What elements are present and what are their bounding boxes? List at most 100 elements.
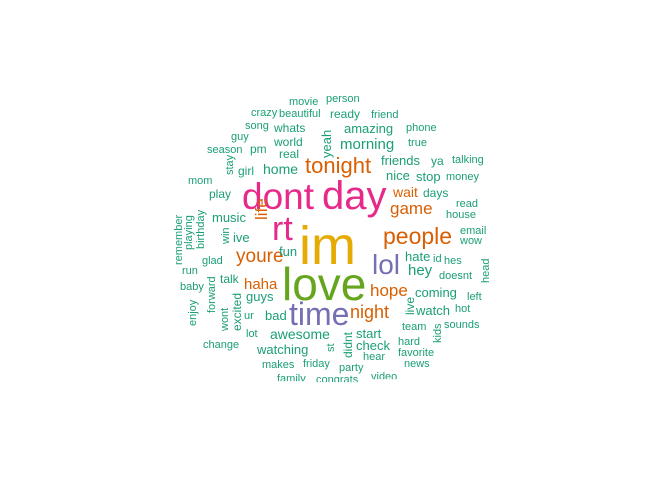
word-money: money bbox=[446, 171, 480, 183]
word-real: real bbox=[279, 147, 300, 161]
word-ive: ive bbox=[233, 230, 250, 245]
word-hard: hard bbox=[398, 336, 421, 348]
word-talking: talking bbox=[452, 154, 484, 166]
word-hope: hope bbox=[370, 281, 408, 300]
word-run: run bbox=[182, 265, 198, 277]
word-song: song bbox=[245, 120, 269, 132]
word-movie: movie bbox=[289, 96, 319, 108]
word-season: season bbox=[207, 144, 243, 156]
word-hate: hate bbox=[405, 249, 431, 264]
word-time: time bbox=[289, 296, 350, 332]
word-didnt: didnt bbox=[341, 331, 355, 358]
word-ya: ya bbox=[431, 154, 444, 168]
word-coming: coming bbox=[415, 285, 457, 300]
word-people: people bbox=[383, 223, 453, 249]
word-kids: kids bbox=[432, 323, 444, 343]
word-life: life bbox=[252, 198, 271, 220]
word-start: start bbox=[356, 326, 382, 341]
word-left: left bbox=[467, 291, 482, 303]
word-pm: pm bbox=[250, 142, 267, 156]
word-nice: nice bbox=[386, 168, 410, 183]
word-house: house bbox=[446, 209, 476, 221]
word-enjoy: enjoy bbox=[187, 299, 199, 326]
word-doesnt: doesnt bbox=[439, 270, 473, 282]
word-true: true bbox=[408, 137, 427, 149]
word-game: game bbox=[390, 199, 433, 218]
word-birthday: birthday bbox=[195, 209, 207, 249]
word-day: day bbox=[322, 174, 387, 218]
word-crazy: crazy bbox=[251, 107, 278, 119]
word-sounds: sounds bbox=[444, 319, 480, 331]
word-favorite: favorite bbox=[398, 347, 435, 359]
word-team: team bbox=[402, 321, 427, 333]
word-read: read bbox=[456, 198, 479, 210]
word-days: days bbox=[423, 186, 449, 200]
word-friends: friends bbox=[381, 153, 421, 168]
word-makes: makes bbox=[262, 359, 295, 371]
word-ur: ur bbox=[244, 310, 254, 322]
word-girl: girl bbox=[238, 164, 255, 178]
word-yeah: yeah bbox=[319, 129, 334, 158]
word-youre: youre bbox=[236, 246, 284, 267]
word-mom: mom bbox=[188, 175, 213, 187]
word-hes: hes bbox=[444, 255, 462, 267]
word-watch: watch bbox=[416, 303, 450, 318]
word-im: im bbox=[299, 216, 356, 276]
word-love: love bbox=[282, 258, 367, 310]
word-head: head bbox=[480, 258, 492, 283]
word-forward: forward bbox=[206, 276, 218, 313]
word-haha: haha bbox=[244, 276, 278, 293]
word-party: party bbox=[339, 362, 364, 374]
word-guy: guy bbox=[231, 131, 249, 143]
word-whats: whats bbox=[274, 121, 306, 135]
word-baby: baby bbox=[180, 281, 204, 293]
word-video: video bbox=[371, 371, 398, 383]
word-email: email bbox=[460, 225, 487, 237]
word-morning: morning bbox=[340, 136, 395, 153]
word-beautiful: beautiful bbox=[279, 108, 321, 120]
word-hear: hear bbox=[363, 351, 386, 363]
word-lot: lot bbox=[246, 328, 258, 340]
word-bad: bad bbox=[265, 308, 287, 323]
word-night: night bbox=[350, 302, 390, 322]
word-home: home bbox=[263, 161, 299, 177]
word-awesome: awesome bbox=[270, 326, 330, 342]
word-tonight: tonight bbox=[305, 153, 372, 178]
word-live: live bbox=[403, 296, 417, 315]
word-hot: hot bbox=[455, 303, 471, 315]
word-watching: watching bbox=[257, 342, 309, 357]
word-family: family bbox=[277, 373, 306, 385]
word-world: world bbox=[274, 135, 303, 149]
word-check: check bbox=[356, 338, 390, 353]
word-id: id bbox=[433, 253, 442, 265]
word-lol: lol bbox=[372, 249, 401, 280]
word-person: person bbox=[326, 93, 360, 105]
word-stop: stop bbox=[416, 169, 441, 184]
word-wont: wont bbox=[219, 307, 231, 331]
word-excited: excited bbox=[230, 292, 244, 331]
word-wait: wait bbox=[393, 184, 418, 200]
word-talk: talk bbox=[220, 272, 239, 286]
word-change: change bbox=[203, 339, 240, 351]
word-dont: dont bbox=[242, 176, 315, 217]
word-play: play bbox=[209, 187, 232, 201]
word-ready: ready bbox=[330, 107, 361, 121]
word-hey: hey bbox=[408, 262, 433, 279]
word-playing: playing bbox=[183, 215, 195, 250]
word-fun: fun bbox=[279, 244, 298, 259]
word-music: music bbox=[212, 210, 246, 225]
word-glad: glad bbox=[202, 255, 223, 267]
word-st: st bbox=[325, 343, 337, 352]
word-friday: friday bbox=[303, 358, 330, 370]
word-stay: stay bbox=[224, 154, 236, 175]
word-phone: phone bbox=[406, 122, 437, 134]
word-win: win bbox=[220, 227, 232, 244]
word-friend: friend bbox=[371, 109, 399, 121]
word-amazing: amazing bbox=[344, 121, 394, 136]
word-congrats: congrats bbox=[316, 374, 359, 386]
word-wow: wow bbox=[460, 235, 483, 247]
word-news: news bbox=[404, 358, 430, 370]
word-rt: rt bbox=[272, 210, 293, 248]
word-guys: guys bbox=[246, 289, 274, 304]
